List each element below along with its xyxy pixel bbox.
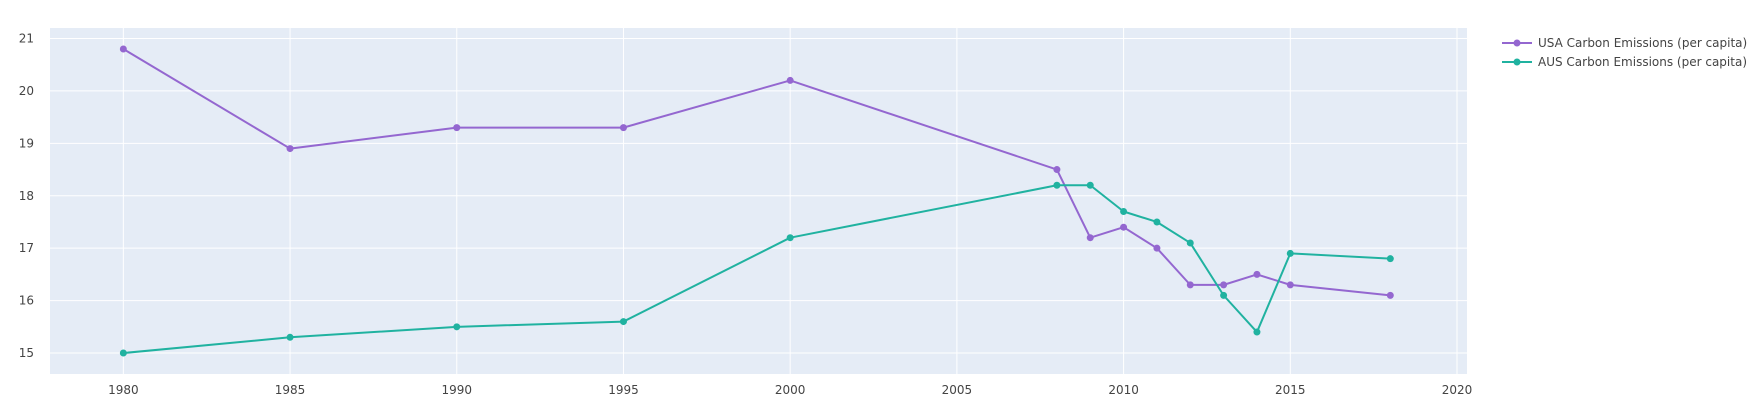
data-point[interactable] [786,76,794,84]
data-point[interactable] [1286,249,1294,257]
data-point[interactable] [1153,218,1161,226]
y-tick-label: 18 [19,189,34,203]
data-point[interactable] [1120,207,1128,215]
legend-item[interactable]: AUS Carbon Emissions (per capita) [1502,55,1747,69]
data-point[interactable] [453,323,461,331]
data-point[interactable] [619,318,627,326]
data-point[interactable] [1386,255,1394,263]
data-point[interactable] [1186,281,1194,289]
data-point[interactable] [1253,328,1261,336]
series-line [123,184,1391,355]
data-point[interactable] [1286,281,1294,289]
y-tick-label: 21 [19,31,34,45]
gridlines [50,28,1467,374]
series-1 [119,181,1394,357]
data-point[interactable] [286,333,294,341]
y-tick-label: 15 [19,346,34,360]
data-point[interactable] [1053,166,1061,174]
data-point[interactable] [1220,291,1228,299]
x-tick-label: 2010 [1108,383,1139,397]
y-tick-label: 17 [19,241,34,255]
data-point[interactable] [619,124,627,132]
y-axis: 15 16 17 18 19 20 21 [19,31,34,360]
data-point[interactable] [1086,181,1094,189]
y-tick-label: 16 [19,294,34,308]
legend-item[interactable]: USA Carbon Emissions (per capita) [1502,36,1747,50]
data-point[interactable] [1186,239,1194,247]
series-line [122,48,1391,297]
data-point[interactable] [1053,181,1061,189]
legend-swatch-marker [1513,58,1521,66]
data-point[interactable] [453,124,461,132]
series-layer [119,45,1394,357]
data-point[interactable] [786,234,794,242]
data-point[interactable] [119,349,127,357]
data-point[interactable] [1386,291,1394,299]
data-point[interactable] [1120,223,1128,231]
data-point[interactable] [1086,234,1094,242]
legend-swatch-marker [1513,39,1521,47]
legend-label: AUS Carbon Emissions (per capita) [1538,55,1747,69]
data-point[interactable] [1253,270,1261,278]
x-tick-label: 2005 [942,383,973,397]
legend[interactable]: USA Carbon Emissions (per capita) AUS Car… [1502,36,1747,69]
data-point[interactable] [119,45,127,53]
y-tick-label: 20 [19,84,34,98]
x-tick-label: 1990 [441,383,472,397]
legend-label: USA Carbon Emissions (per capita) [1538,36,1747,50]
x-tick-label: 1980 [108,383,139,397]
plot-area [50,28,1467,374]
y-tick-label: 19 [19,136,34,150]
x-tick-label: 2000 [775,383,806,397]
x-tick-label: 1985 [275,383,306,397]
data-point[interactable] [286,145,294,153]
x-tick-label: 2020 [1442,383,1473,397]
data-point[interactable] [1220,281,1228,289]
x-tick-label: 1995 [608,383,639,397]
x-axis: 1980 1985 1990 1995 2000 2005 2010 2015 2020 [108,383,1472,397]
x-tick-label: 2015 [1275,383,1306,397]
data-point[interactable] [1153,244,1161,252]
series-0 [119,45,1394,299]
